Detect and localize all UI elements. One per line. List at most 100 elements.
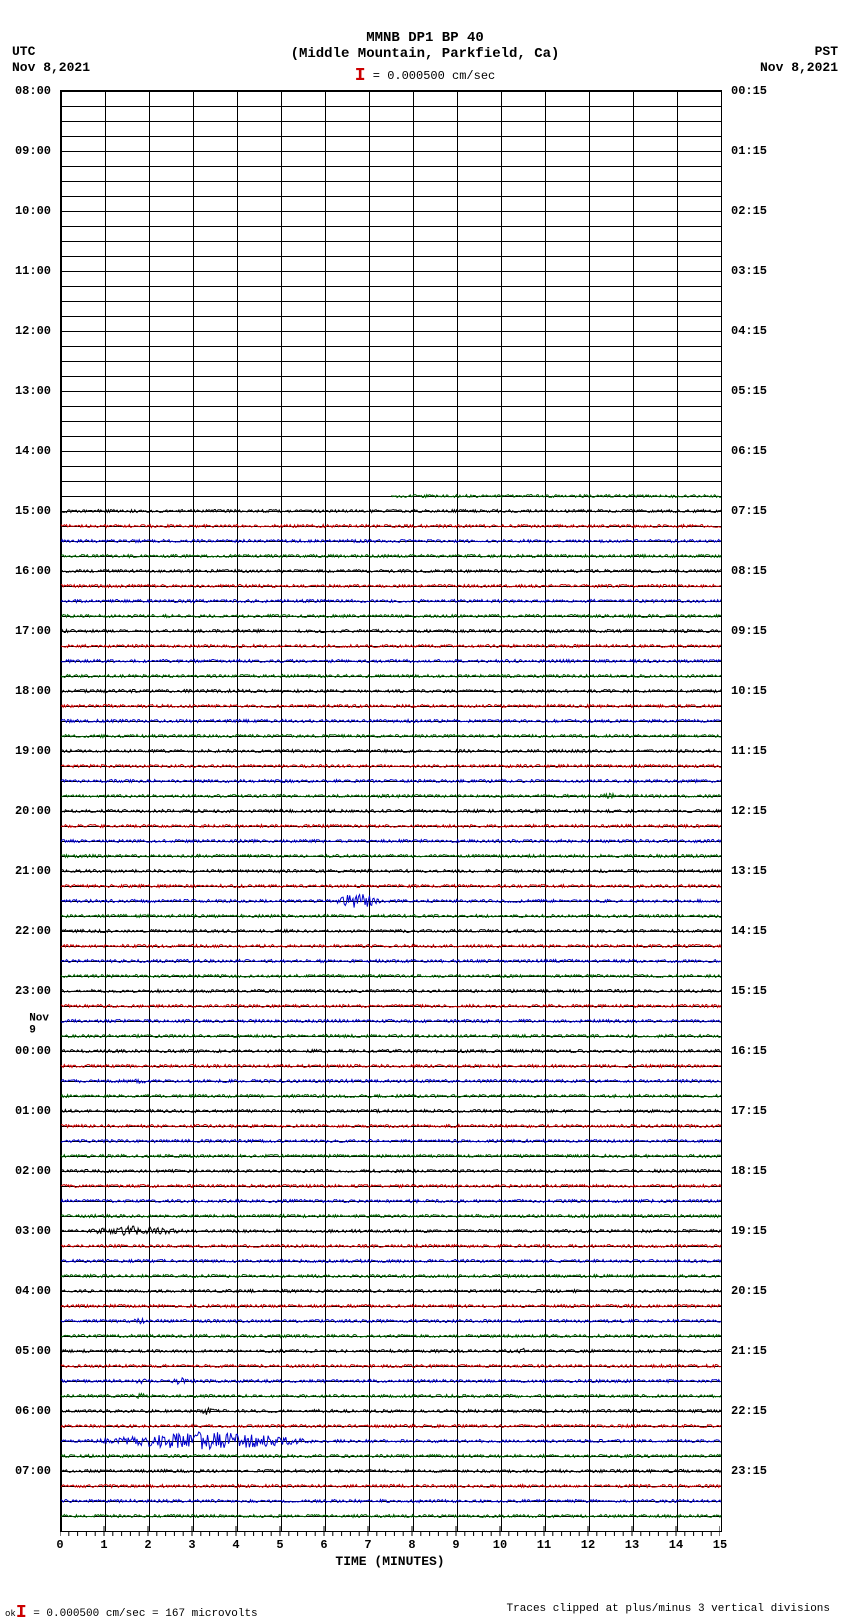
seismic-trace: [61, 691, 721, 694]
seismic-trace: [61, 1366, 721, 1369]
seismic-trace: [61, 721, 721, 724]
time-label-right: 09:15: [731, 624, 767, 638]
time-label-left: 10:00: [15, 204, 51, 218]
time-label-right: 00:15: [731, 84, 767, 98]
time-label-left: 01:00: [15, 1104, 51, 1118]
grid-horizontal: [61, 106, 721, 107]
date-marker: Nov 9: [29, 1013, 49, 1037]
time-label-left: 23:00: [15, 984, 51, 998]
time-label-right: 19:15: [731, 1224, 767, 1238]
time-label-right: 18:15: [731, 1164, 767, 1178]
grid-horizontal: [61, 136, 721, 137]
time-label-left: 15:00: [15, 504, 51, 518]
grid-horizontal: [61, 226, 721, 227]
time-label-left: 13:00: [15, 384, 51, 398]
seismic-trace: [61, 766, 721, 769]
seismic-trace: [61, 1051, 721, 1054]
seismic-trace: [61, 796, 721, 799]
time-label-right: 22:15: [731, 1404, 767, 1418]
grid-horizontal: [61, 451, 721, 452]
time-label-left: 05:00: [15, 1344, 51, 1358]
seismic-trace: [61, 1081, 721, 1084]
seismic-trace: [61, 1096, 721, 1099]
grid-vertical: [721, 91, 722, 1531]
grid-horizontal: [61, 91, 721, 92]
seismic-trace: [61, 1396, 721, 1399]
grid-horizontal: [61, 346, 721, 347]
grid-horizontal: [61, 406, 721, 407]
seismic-trace: [61, 661, 721, 664]
seismogram-container: MMNB DP1 BP 40 (Middle Mountain, Parkfie…: [0, 0, 850, 1613]
seismic-trace: [61, 1306, 721, 1309]
grid-horizontal: [61, 286, 721, 287]
seismic-trace: [61, 511, 721, 514]
time-label-left: 18:00: [15, 684, 51, 698]
time-label-right: 07:15: [731, 504, 767, 518]
seismic-trace: [61, 1261, 721, 1264]
seismic-trace: [61, 856, 721, 859]
seismic-trace: [61, 1141, 721, 1144]
seismic-trace: [61, 1246, 721, 1249]
time-label-left: 21:00: [15, 864, 51, 878]
grid-horizontal: [61, 391, 721, 392]
x-tick-label: 9: [452, 1538, 459, 1552]
x-tick-label: 7: [364, 1538, 371, 1552]
seismic-trace: [61, 736, 721, 739]
seismic-trace: [61, 1126, 721, 1129]
grid-horizontal: [61, 301, 721, 302]
time-label-left: 19:00: [15, 744, 51, 758]
seismic-trace: [61, 931, 721, 934]
time-label-left: 07:00: [15, 1464, 51, 1478]
seismic-trace: [61, 1336, 721, 1339]
seismic-trace: [61, 1276, 721, 1279]
grid-horizontal: [61, 421, 721, 422]
grid-horizontal: [61, 436, 721, 437]
seismic-trace: [61, 676, 721, 679]
x-tick-label: 12: [581, 1538, 595, 1552]
time-label-right: 17:15: [731, 1104, 767, 1118]
time-label-left: 14:00: [15, 444, 51, 458]
seismic-trace: [61, 811, 721, 814]
seismic-trace: [61, 1501, 721, 1504]
seismic-trace: [61, 541, 721, 544]
grid-horizontal: [61, 271, 721, 272]
x-tick-label: 3: [188, 1538, 195, 1552]
x-tick-label: 14: [669, 1538, 683, 1552]
seismic-trace: [61, 841, 721, 844]
time-label-right: 02:15: [731, 204, 767, 218]
time-label-left: 22:00: [15, 924, 51, 938]
footer-left: okI = 0.000500 cm/sec = 167 microvolts: [5, 1603, 258, 1623]
time-label-left: 17:00: [15, 624, 51, 638]
grid-horizontal: [61, 166, 721, 167]
x-tick-label: 0: [56, 1538, 63, 1552]
grid-horizontal: [61, 466, 721, 467]
seismic-trace: [61, 1411, 721, 1414]
seismic-trace: [61, 871, 721, 874]
seismic-trace: [61, 1201, 721, 1204]
grid-horizontal: [61, 181, 721, 182]
seismic-trace: [61, 601, 721, 604]
seismic-trace: [61, 886, 721, 889]
seismic-trace: [61, 1456, 721, 1459]
time-label-left: 00:00: [15, 1044, 51, 1058]
seismic-trace: [61, 586, 721, 589]
time-label-left: 02:00: [15, 1164, 51, 1178]
seismic-trace: [61, 1471, 721, 1474]
plot-area: 08:0009:0010:0011:0012:0013:0014:0015:00…: [60, 90, 722, 1532]
time-label-right: 05:15: [731, 384, 767, 398]
seismic-trace: [61, 1426, 721, 1429]
seismic-trace: [61, 1381, 721, 1384]
grid-horizontal: [61, 331, 721, 332]
grid-horizontal: [61, 121, 721, 122]
x-tick-label: 15: [713, 1538, 727, 1552]
x-tick-label: 13: [625, 1538, 639, 1552]
seismic-trace: [61, 496, 721, 499]
seismic-trace: [61, 1216, 721, 1219]
seismic-trace: [61, 1006, 721, 1009]
time-label-right: 12:15: [731, 804, 767, 818]
seismic-trace: [61, 1186, 721, 1189]
location-title: (Middle Mountain, Parkfield, Ca): [0, 46, 850, 62]
time-label-left: 11:00: [15, 264, 51, 278]
seismic-trace: [61, 901, 721, 904]
x-axis-title: TIME (MINUTES): [335, 1554, 444, 1569]
